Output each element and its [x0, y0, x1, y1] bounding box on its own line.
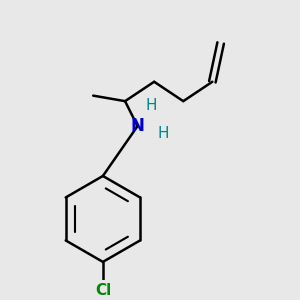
Text: Cl: Cl	[95, 283, 111, 298]
Text: H: H	[146, 98, 157, 113]
Text: N: N	[130, 117, 145, 135]
Text: H: H	[158, 125, 169, 140]
